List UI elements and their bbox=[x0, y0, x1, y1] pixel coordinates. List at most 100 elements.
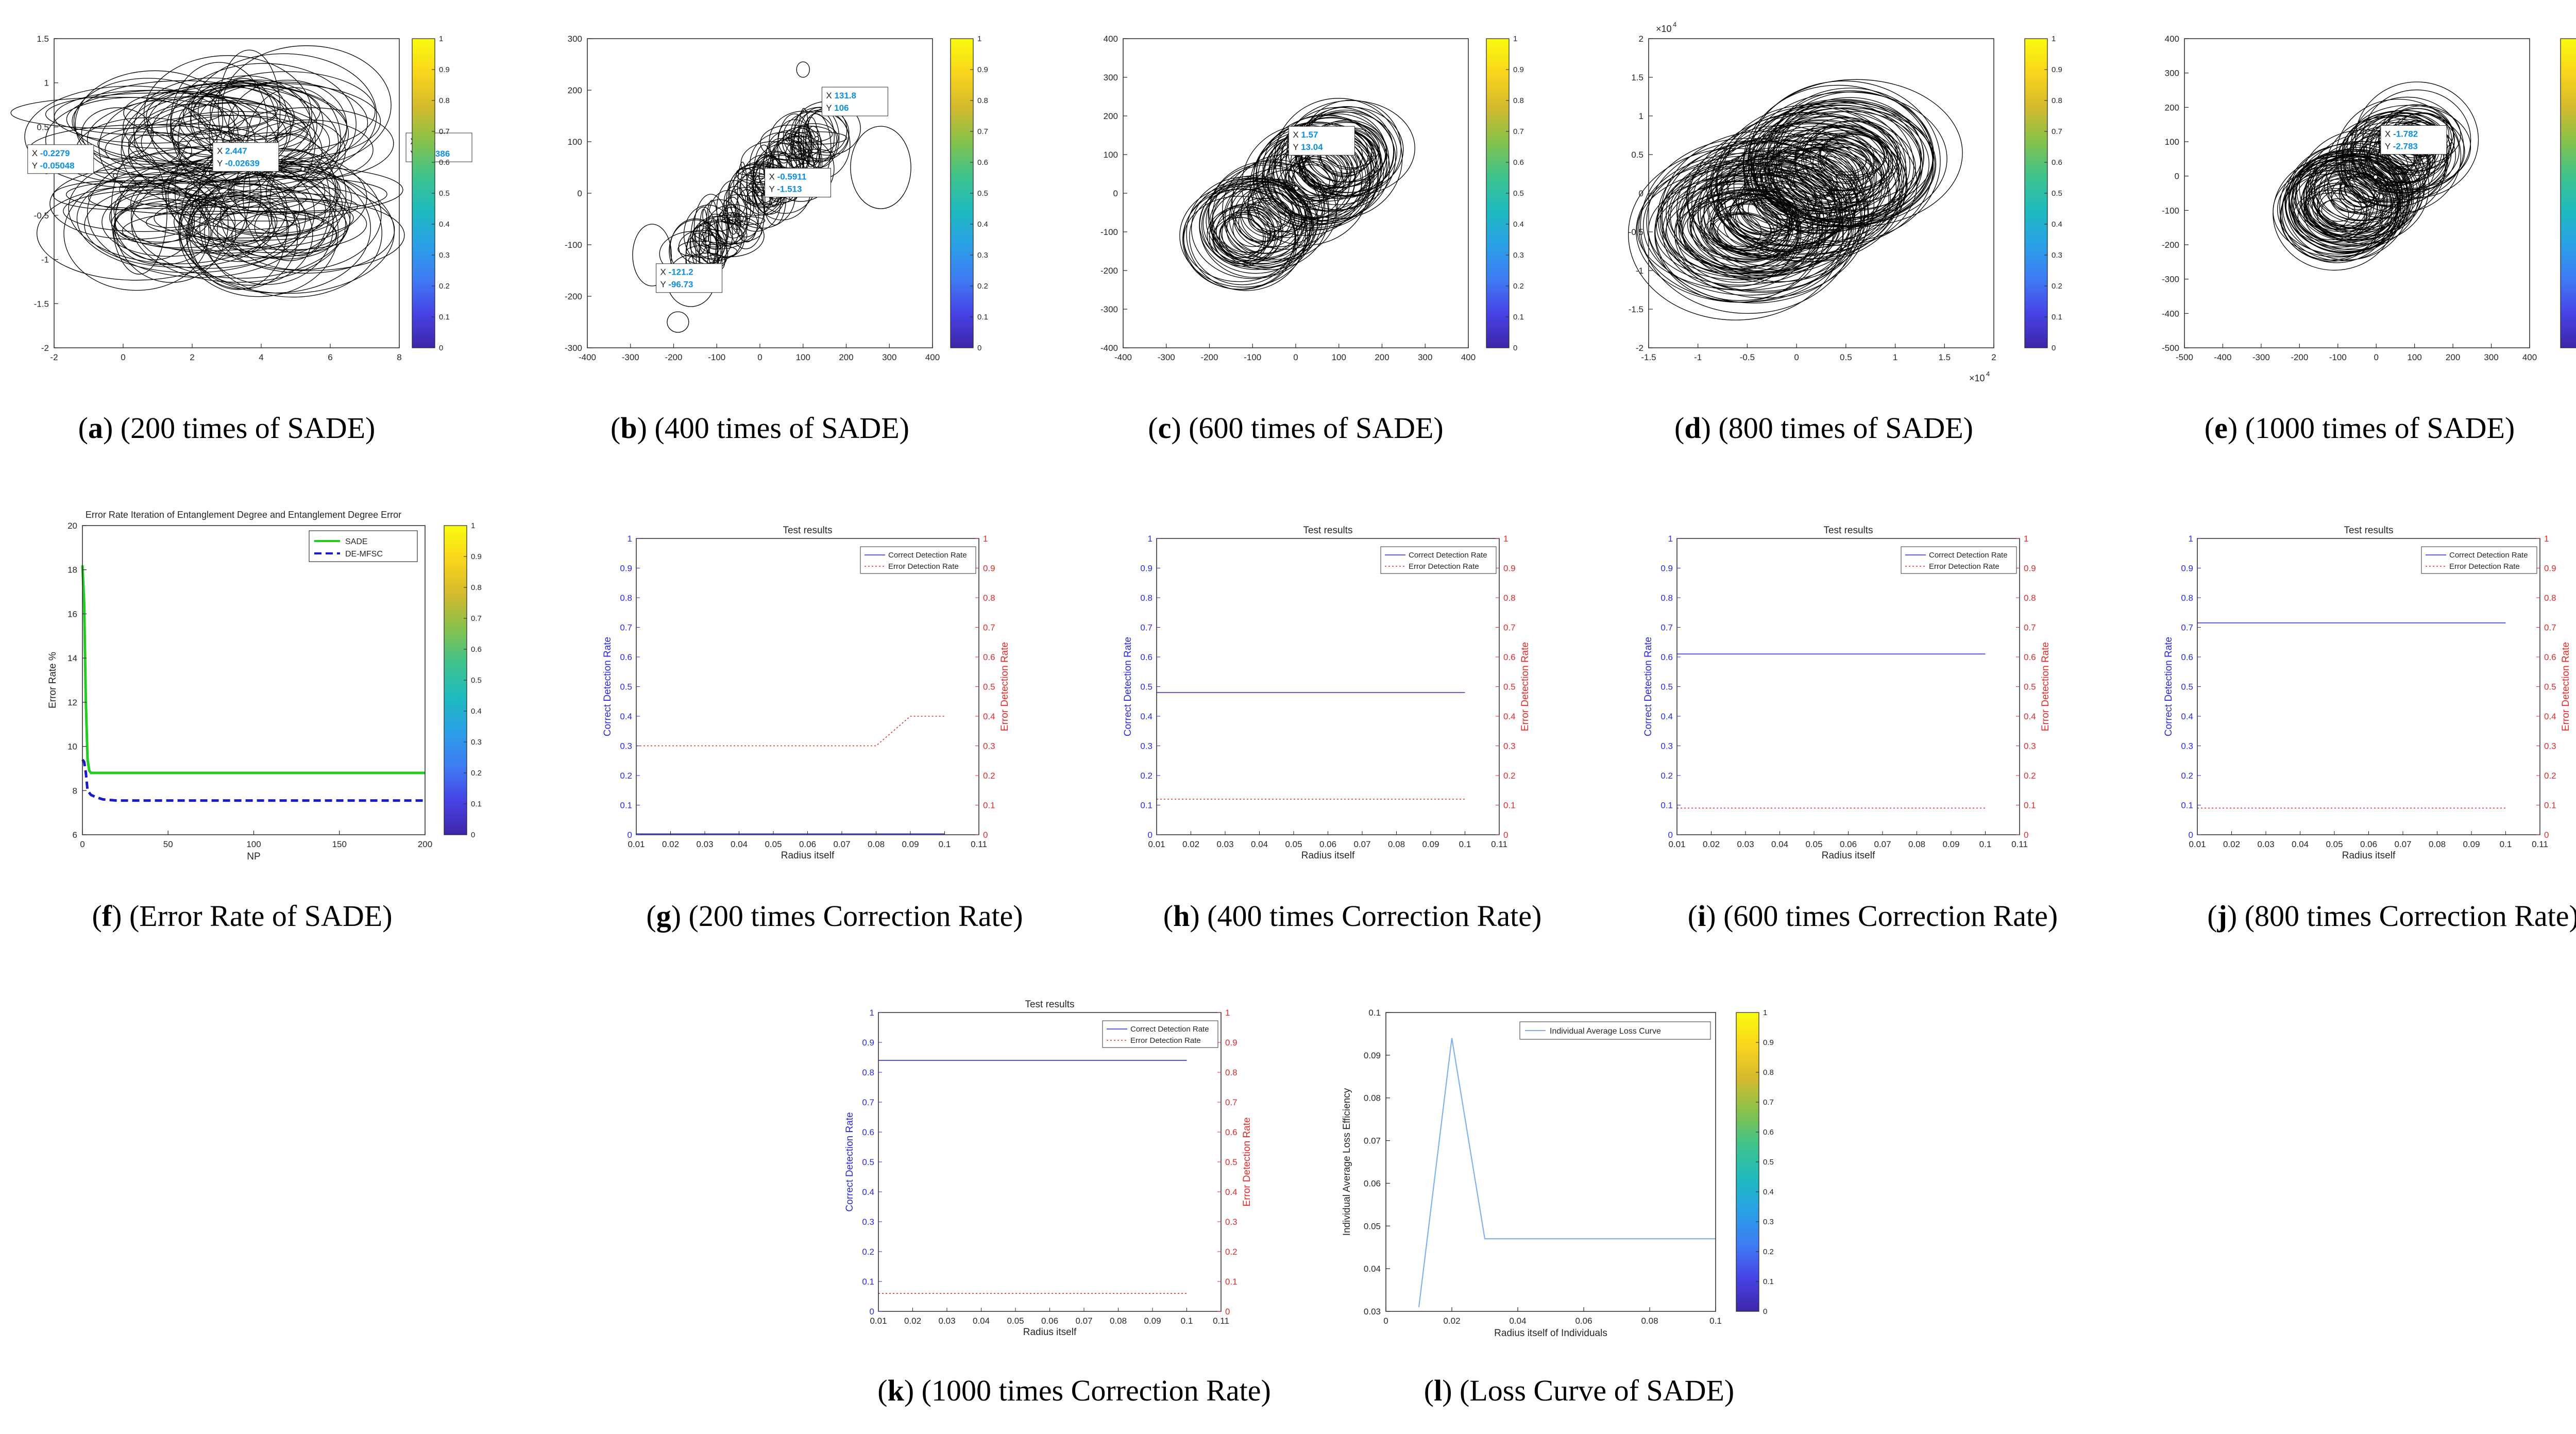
ellipse-mark bbox=[768, 140, 802, 160]
ellipse-mark bbox=[2293, 190, 2370, 242]
y-tick-label: -0.5 bbox=[34, 211, 49, 221]
colorbar-tick-label: 1 bbox=[471, 521, 475, 530]
y2-tick-label: 0.2 bbox=[1225, 1247, 1238, 1257]
colorbar-tick-label: 0.4 bbox=[439, 220, 450, 229]
caption-letter: k bbox=[888, 1374, 905, 1407]
y2-tick-label: 0.1 bbox=[1503, 801, 1516, 811]
x-tick-label: -100 bbox=[708, 352, 725, 362]
x-tick-label: -400 bbox=[579, 352, 596, 362]
y2-tick-label: 0.8 bbox=[983, 593, 995, 603]
x-tick-label: -300 bbox=[2252, 352, 2270, 362]
x-tick-label: 0 bbox=[757, 352, 762, 362]
ellipse-mark bbox=[1751, 120, 1890, 234]
x-tick-label: 0.11 bbox=[2532, 839, 2548, 849]
x-tick-label: -100 bbox=[2329, 352, 2347, 362]
ellipse-mark bbox=[1745, 116, 1907, 231]
y-tick-label: 0.5 bbox=[1660, 682, 1673, 692]
x-tick-label: -200 bbox=[665, 352, 682, 362]
y-axis-label: Correct Detection Rate bbox=[1123, 637, 1133, 736]
x-tick-label: 400 bbox=[1461, 352, 1476, 362]
legend-box bbox=[1102, 1020, 1218, 1048]
ellipse-mark bbox=[84, 183, 276, 268]
ellipse-mark bbox=[1256, 122, 1384, 225]
caption-letter-open: ( bbox=[877, 1374, 887, 1407]
datatip-box bbox=[27, 144, 94, 174]
ellipse-mark bbox=[1247, 197, 1292, 232]
chart-c: -400 -300 -200 -100 0 100 200 300 400-400-300-20… bbox=[1100, 34, 1524, 362]
x-tick-label: 0.5 bbox=[1840, 352, 1852, 362]
ellipse-mark bbox=[667, 311, 689, 333]
datatip-marker bbox=[205, 171, 210, 176]
x-tick-label: 100 bbox=[246, 839, 261, 849]
legend-box bbox=[860, 546, 976, 574]
caption-k: (k) (1000 times Correction Rate) bbox=[877, 1374, 1271, 1407]
y-axis-label: Error Rate % bbox=[47, 652, 58, 708]
caption-c: (c) (600 times of SADE) bbox=[1148, 411, 1443, 445]
y-tick-label: 12 bbox=[67, 698, 77, 707]
ellipse-mark bbox=[87, 147, 315, 278]
ellipse-mark bbox=[632, 224, 672, 286]
y-tick-label: 1 bbox=[1668, 534, 1673, 544]
legend-label: Correct Detection Rate bbox=[2449, 551, 2528, 560]
chart-title: Test results bbox=[783, 525, 832, 536]
y-tick-label: 0.5 bbox=[2181, 682, 2193, 692]
y-tick-label: -100 bbox=[2162, 206, 2179, 215]
datatip-x-value: 131.8 bbox=[834, 91, 856, 100]
x-tick-label: 0.05 bbox=[1805, 839, 1822, 849]
y-tick-label: 0.8 bbox=[620, 593, 632, 603]
y2-tick-label: 0.9 bbox=[1503, 564, 1516, 573]
x-tick-label: 0.1 bbox=[1979, 839, 1992, 849]
datatip-x: X -1.782 bbox=[2385, 129, 2418, 139]
y-tick-label: -1.5 bbox=[34, 299, 49, 309]
ellipse-mark bbox=[105, 131, 180, 168]
legend-box bbox=[1519, 1021, 1711, 1040]
y2-tick-label: 0.3 bbox=[1503, 741, 1516, 751]
y-tick-label: 100 bbox=[568, 137, 582, 147]
legend-label: Correct Detection Rate bbox=[1130, 1025, 1209, 1034]
x-tick-label: -200 bbox=[1200, 352, 1218, 362]
caption-letter-close: ) bbox=[2228, 411, 2245, 445]
caption-letter: b bbox=[620, 411, 637, 445]
y-tick-label: 0.2 bbox=[862, 1247, 874, 1257]
x-tick-label: -2 bbox=[50, 352, 58, 362]
ellipse-mark bbox=[128, 132, 192, 170]
y2-tick-label: 0.9 bbox=[983, 564, 995, 573]
y-tick-label: 0.3 bbox=[862, 1217, 874, 1227]
datatip-box bbox=[765, 168, 832, 198]
axes-box bbox=[2197, 538, 2540, 835]
x-tick-label: 0.01 bbox=[1668, 839, 1685, 849]
y2-tick-label: 0.6 bbox=[1225, 1127, 1238, 1137]
y2-tick-label: 1 bbox=[1503, 534, 1508, 544]
datatip-y-label: Y bbox=[1293, 142, 1301, 152]
caption-letter: c bbox=[1158, 411, 1172, 445]
x-tick-label: 0.06 bbox=[1319, 839, 1336, 849]
y-tick-label: 0.9 bbox=[2181, 564, 2193, 573]
colorbar-tick-label: 0.1 bbox=[977, 313, 988, 322]
x-tick-label: 300 bbox=[882, 352, 896, 362]
colorbar-tick-label: 0.4 bbox=[977, 220, 988, 229]
x-tick-label: 0 bbox=[80, 839, 84, 849]
y-tick-label: 0.1 bbox=[862, 1277, 874, 1287]
caption-letter: i bbox=[1698, 899, 1706, 933]
y-tick-label: 0.7 bbox=[620, 623, 632, 633]
caption-b: (b) (400 times of SADE) bbox=[611, 411, 909, 445]
y-tick-label: 100 bbox=[1104, 150, 1118, 160]
colorbar-tick-label: 0.3 bbox=[977, 251, 988, 260]
colorbar-tick-label: 0.4 bbox=[1513, 220, 1524, 229]
y-tick-label: 1.5 bbox=[37, 34, 49, 44]
datatip-y: Y -0.02639 bbox=[217, 159, 260, 168]
x-tick-label: -1.5 bbox=[1641, 352, 1656, 362]
colorbar-tick-label: 0.5 bbox=[439, 189, 450, 198]
ellipse-mark bbox=[2292, 162, 2400, 245]
ellipse-mark bbox=[197, 71, 376, 151]
caption-letter-open: ( bbox=[2207, 899, 2217, 933]
y2-tick-label: 0.7 bbox=[1503, 623, 1516, 633]
legend-label: Individual Average Loss Curve bbox=[1550, 1027, 1661, 1036]
ellipse-mark bbox=[1285, 113, 1389, 206]
x-axis-label: Radius itself bbox=[1822, 850, 1875, 861]
datatip-y-value: -0.02639 bbox=[225, 159, 260, 168]
x-tick-label: -200 bbox=[2291, 352, 2308, 362]
y2-tick-label: 0.2 bbox=[983, 771, 995, 781]
ellipse-mark bbox=[2304, 182, 2378, 232]
